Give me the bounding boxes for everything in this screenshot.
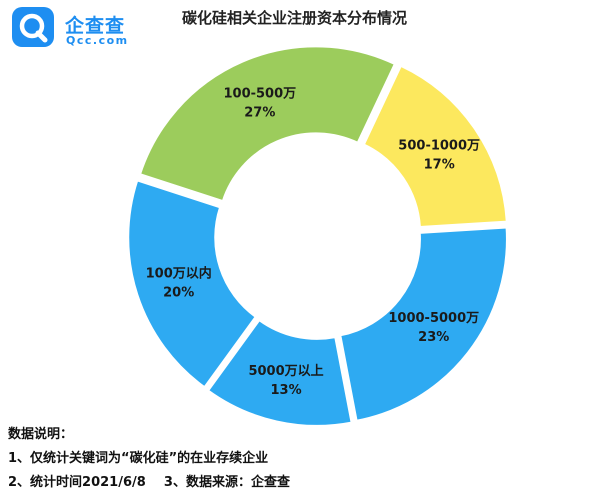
slice-percent-label: 17% (424, 158, 455, 173)
donut-slice (339, 226, 508, 422)
notes-line-2: 2、统计时间2021/6/8 3、数据来源：企查查 (8, 475, 290, 490)
notes-line-1: 1、仅统计关键词为“碳化硅”的在业存续企业 (8, 451, 269, 466)
brand-domain: Qcc.com (66, 34, 129, 47)
slice-label: 5000万以上 (248, 364, 323, 379)
brand-name: 企查查 (65, 15, 126, 37)
notes-heading: 数据说明： (8, 427, 74, 442)
donut-slice (206, 318, 353, 427)
brand-logo: 企查查 Qcc.com (10, 6, 135, 48)
chart-title: 碳化硅相关企业注册资本分布情况 (182, 9, 408, 27)
donut-slice-group: 100-500万 27% (138, 45, 397, 203)
slice-label: 1000-5000万 (388, 311, 479, 326)
donut-slice-group: 100万以内 20% (127, 179, 258, 389)
data-notes: 数据说明： 1、仅统计关键词为“碳化硅”的在业存续企业 2、统计时间2021/6… (8, 423, 290, 495)
slice-percent-label: 27% (244, 106, 275, 121)
donut-slice-group: 1000-5000万 23% (339, 226, 508, 422)
slice-percent-label: 13% (270, 383, 301, 398)
qcc-logo-icon (12, 7, 54, 47)
donut-slice (362, 64, 508, 229)
slice-percent-label: 23% (418, 330, 449, 345)
slice-label: 100万以内 (146, 265, 212, 281)
donut-slice-group: 5000万以上 13% (206, 318, 353, 427)
slice-label: 100-500万 (223, 87, 296, 102)
donut-slice-group: 500-1000万 17% (362, 64, 508, 229)
donut-slice (127, 179, 258, 389)
slice-percent-label: 20% (163, 285, 194, 300)
donut-slice (138, 45, 397, 203)
slice-label: 500-1000万 (398, 139, 480, 154)
